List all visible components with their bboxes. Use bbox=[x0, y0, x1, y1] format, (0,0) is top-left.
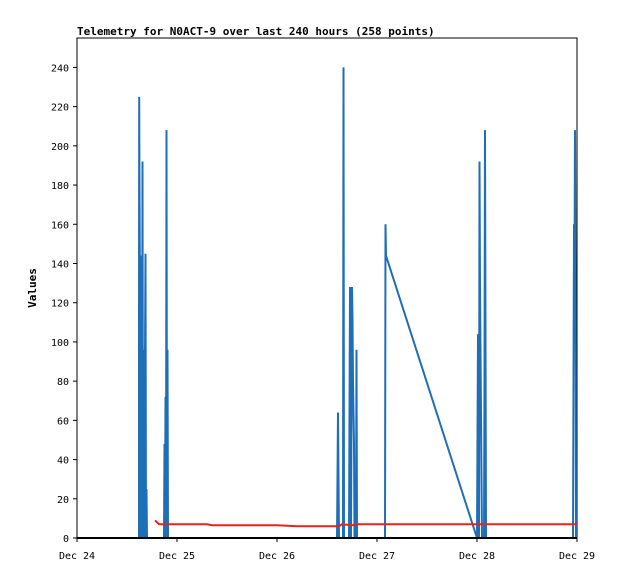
x-tick-label: Dec 25 bbox=[159, 551, 195, 562]
y-tick-label: 160 bbox=[51, 220, 69, 231]
y-tick-label: 100 bbox=[51, 338, 69, 349]
x-tick-label: Dec 27 bbox=[359, 551, 395, 562]
x-tick-label: Dec 29 bbox=[559, 551, 595, 562]
chart-title: Telemetry for N0ACT-9 over last 240 hour… bbox=[77, 25, 435, 38]
y-tick-label: 180 bbox=[51, 181, 69, 192]
plot-area bbox=[76, 37, 578, 539]
x-tick-label: Dec 28 bbox=[459, 551, 495, 562]
y-axis-label-group: Values bbox=[26, 268, 39, 308]
series-line-blue bbox=[138, 67, 577, 539]
y-tick-label: 80 bbox=[57, 377, 69, 388]
x-tick-label: Dec 24 bbox=[59, 551, 95, 562]
y-tick-label: 60 bbox=[57, 416, 69, 427]
x-axis: Dec 24 Dec 25 Dec 26 Dec 27 Dec 28 Dec 29 bbox=[59, 538, 595, 562]
y-tick-label: 120 bbox=[51, 299, 69, 310]
y-tick-label: 0 bbox=[63, 534, 69, 545]
y-tick-label: 200 bbox=[51, 142, 69, 153]
y-tick-label: 140 bbox=[51, 259, 69, 270]
series-layer bbox=[138, 67, 577, 539]
y-tick-label: 40 bbox=[57, 456, 69, 467]
y-tick-label: 220 bbox=[51, 103, 69, 114]
y-tick-label: 240 bbox=[51, 63, 69, 74]
y-tick-label: 20 bbox=[57, 495, 69, 506]
x-tick-label: Dec 26 bbox=[259, 551, 295, 562]
y-axis-label: Values bbox=[26, 268, 39, 308]
y-axis: 0 20 40 60 80 100 120 140 160 180 200 220 240 bbox=[51, 63, 77, 545]
series-line-red bbox=[154, 519, 577, 528]
